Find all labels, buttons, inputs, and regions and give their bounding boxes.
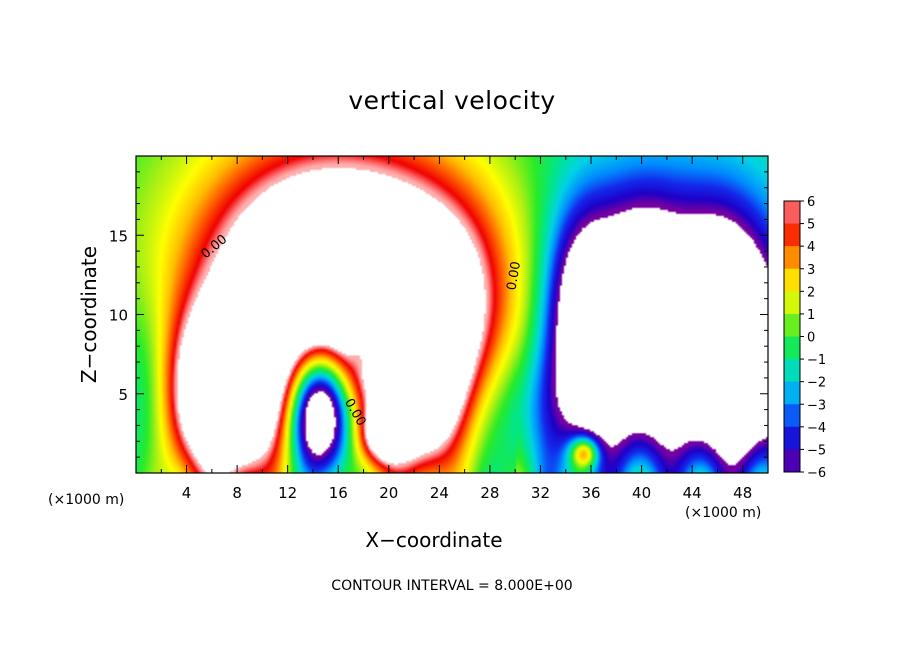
colorbar-segment [784, 313, 800, 337]
colorbar-segment [784, 268, 800, 292]
x-tick-label: 4 [182, 484, 192, 502]
x-tick-label: 48 [733, 484, 752, 502]
y-tick-label: 5 [118, 386, 128, 404]
colorbar-label: −6 [807, 466, 826, 481]
x-tick-label: 24 [430, 484, 449, 502]
colorbar-segment [784, 381, 800, 405]
colorbar-segment [784, 449, 800, 473]
colorbar-label: 5 [807, 218, 815, 233]
colorbar-segment [784, 223, 800, 247]
axis-labels: X−coordinate Z−coordinate (×1000 m) (×1000 … [48, 246, 761, 552]
colorbar-label: 0 [807, 331, 815, 346]
colorbar-label: 6 [807, 195, 815, 210]
plot-area: 0.000.000.00 [136, 156, 768, 473]
colorbar-segment [784, 291, 800, 315]
colorbar-label: −3 [807, 398, 826, 413]
velocity-field [136, 156, 768, 473]
x-tick-label: 12 [278, 484, 297, 502]
colorbar-label: −4 [807, 421, 826, 436]
x-tick-label: 8 [232, 484, 242, 502]
x-axis-label: X−coordinate [365, 528, 502, 552]
colorbar-label: −1 [807, 353, 826, 368]
x-tick-label: 28 [480, 484, 499, 502]
colorbar-segment [784, 246, 800, 270]
x-unit-label-right: (×1000 m) [685, 505, 761, 521]
y-tick-label: 15 [109, 227, 128, 245]
x-tick-label: 32 [531, 484, 550, 502]
colorbar-segment [784, 426, 800, 450]
colorbar-segment [784, 359, 800, 383]
colorbar-label: −5 [807, 443, 826, 458]
colorbar-label: 4 [807, 240, 815, 255]
contour-interval-note: CONTOUR INTERVAL = 8.000E+00 [331, 578, 573, 594]
colorbar-segment [784, 201, 800, 225]
x-unit-label: (×1000 m) [48, 492, 124, 508]
y-tick-label: 10 [109, 307, 128, 325]
colorbar-label: 3 [807, 263, 815, 278]
x-tick-label: 40 [632, 484, 651, 502]
contour-label: 0.00 [504, 260, 524, 291]
x-tick-label: 16 [329, 484, 348, 502]
colorbar-label: −2 [807, 376, 826, 391]
colorbar-segment [784, 336, 800, 360]
colorbar-label: 2 [807, 285, 815, 300]
y-axis-label: Z−coordinate [77, 246, 101, 383]
x-tick-label: 36 [581, 484, 600, 502]
x-tick-label: 20 [379, 484, 398, 502]
colorbar: 6 5 4 3 2 1 0 −1 −2 −3 −4 −5 −6 [783, 195, 826, 481]
chart-title: vertical velocity [348, 86, 556, 115]
x-tick-label: 44 [683, 484, 702, 502]
colorbar-segment [784, 404, 800, 428]
colorbar-label: 1 [807, 308, 815, 323]
